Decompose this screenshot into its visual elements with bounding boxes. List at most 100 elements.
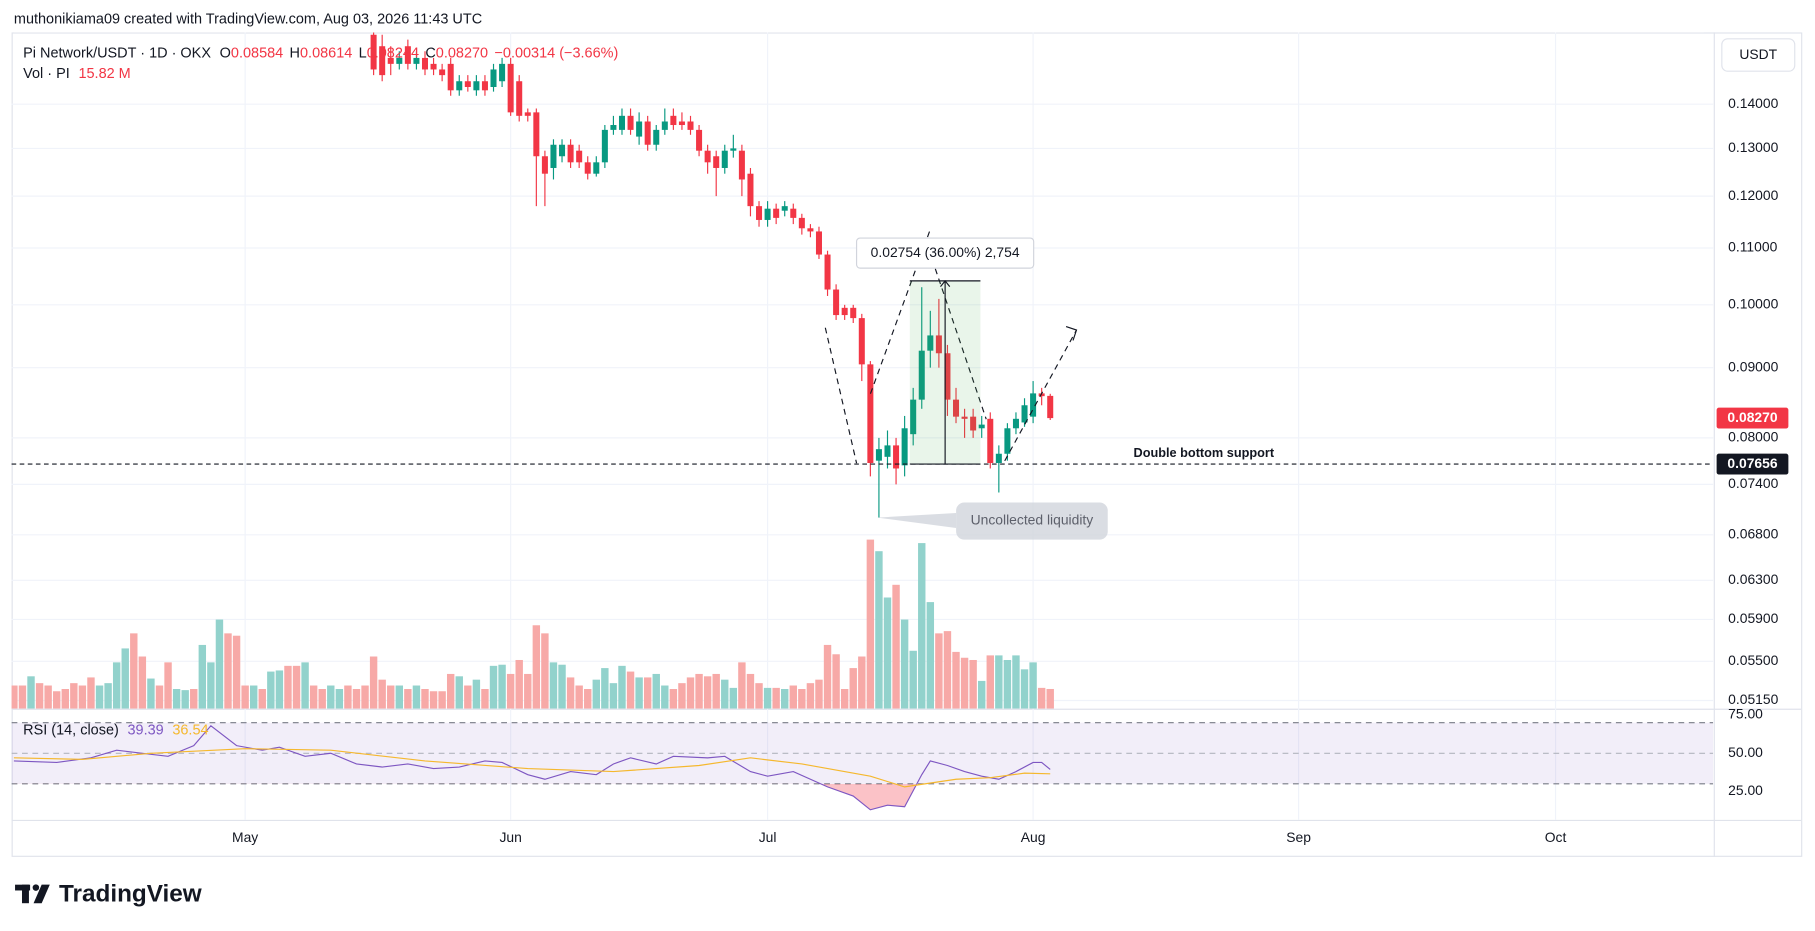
- candle-body: [464, 81, 471, 87]
- candle-body: [413, 57, 420, 64]
- volume-bar: [472, 679, 481, 709]
- x-tick-label: Jun: [499, 829, 521, 845]
- volume-bar: [78, 685, 87, 709]
- candle-body: [696, 129, 703, 151]
- volume-bar: [207, 662, 215, 709]
- candle-body: [456, 81, 463, 91]
- candle-body: [678, 121, 685, 126]
- volume-bar: [241, 685, 249, 709]
- x-tick-label: Oct: [1545, 829, 1567, 845]
- candle-body: [610, 125, 617, 130]
- rsi-ma-value: 36.54: [172, 722, 208, 738]
- y-tick-label: 0.11000: [1728, 239, 1777, 255]
- volume-bar: [849, 668, 857, 709]
- rsi-tick-label: 50.00: [1728, 744, 1763, 760]
- volume-bar: [789, 685, 797, 709]
- volume-bar: [918, 543, 926, 709]
- volume-bar: [643, 677, 652, 709]
- volume-bar: [866, 539, 875, 709]
- rsi-tick-label: 25.00: [1728, 782, 1763, 798]
- volume-bar: [712, 673, 720, 709]
- candle-body: [807, 228, 814, 232]
- pattern-line: [934, 268, 987, 420]
- volume-bar: [524, 673, 532, 709]
- volume-bar: [138, 656, 147, 709]
- candle-body: [1047, 395, 1054, 419]
- volume-bar: [215, 619, 224, 709]
- last-price-label: 0.08270: [1727, 409, 1777, 425]
- y-tick-label: 0.14000: [1728, 95, 1778, 111]
- candle-body: [636, 121, 643, 137]
- rsi-header: RSI (14, close) 39.39 36.54: [23, 722, 208, 738]
- support-tag-label: 0.07656: [1727, 455, 1777, 471]
- rsi-tick-label: 75.00: [1728, 706, 1763, 722]
- candle-body: [995, 453, 1002, 464]
- candle-body: [644, 121, 651, 145]
- volume-bar: [806, 683, 815, 709]
- rsi-title: RSI (14, close): [23, 722, 119, 738]
- y-tick-label: 0.07400: [1728, 475, 1778, 491]
- currency-button[interactable]: [1721, 38, 1796, 72]
- callout-pointer: [877, 512, 957, 529]
- x-tick-label: May: [232, 829, 258, 845]
- volume-bar: [729, 687, 738, 709]
- volume-bar: [172, 689, 181, 709]
- rsi-line: [13, 724, 1051, 811]
- candle-body: [747, 173, 754, 207]
- volume-bar: [44, 685, 52, 709]
- candle-body: [901, 428, 908, 466]
- currency[interactable]: USDT: [1739, 46, 1777, 62]
- candle-body: [661, 121, 668, 130]
- volume-bar: [858, 656, 866, 709]
- candle-body: [499, 63, 506, 82]
- candle-body: [850, 307, 857, 319]
- volume-bar: [900, 619, 909, 709]
- candle-body: [567, 144, 574, 163]
- candle-body: [1021, 405, 1028, 423]
- volume-bar: [190, 689, 198, 709]
- volume-bar: [224, 633, 232, 709]
- ohlc-key: L: [359, 45, 367, 61]
- candle-body: [447, 63, 454, 91]
- candle-body: [430, 63, 437, 70]
- volume-bar: [515, 659, 523, 709]
- volume-bar: [35, 683, 44, 709]
- logo-part: [32, 884, 40, 891]
- candle-body: [953, 399, 960, 417]
- last-price-tag: [1716, 407, 1789, 429]
- callout-text: Uncollected liquidity: [971, 512, 1094, 528]
- rsi-value: 39.39: [127, 722, 163, 738]
- volume-bar: [960, 657, 969, 709]
- volume-bar: [601, 668, 609, 709]
- volume-bar: [292, 665, 301, 709]
- support-label: Double bottom support: [1134, 445, 1275, 460]
- volume-bar: [840, 689, 849, 709]
- candle-body: [815, 231, 822, 255]
- candle-body: [1038, 393, 1045, 397]
- volume-bar: [464, 685, 472, 709]
- volume-bar: [104, 683, 112, 709]
- candle-body: [944, 353, 951, 400]
- measure-arrowhead: [940, 279, 951, 288]
- volume-bar: [87, 677, 95, 709]
- y-tick-label: 0.05900: [1728, 610, 1778, 626]
- volume-bar: [618, 665, 626, 709]
- volume-bar: [11, 685, 18, 709]
- volume-bar: [61, 689, 69, 709]
- volume-bar: [112, 662, 121, 709]
- candle-body: [893, 445, 900, 469]
- candle-body: [618, 115, 625, 130]
- volume-bar: [1020, 669, 1029, 709]
- candle-body: [379, 46, 386, 76]
- candle-body: [1030, 393, 1037, 417]
- volume-bar: [1046, 688, 1054, 709]
- volume-bar: [609, 683, 618, 709]
- volume-bar: [258, 689, 266, 709]
- candle-body: [910, 399, 917, 435]
- volume-header: Vol · PI 15.82 M: [23, 66, 131, 82]
- candle-body: [987, 418, 994, 464]
- candle-body: [721, 150, 728, 168]
- candle-body: [833, 289, 840, 316]
- x-tick-label: Sep: [1286, 829, 1311, 845]
- volume-bar: [121, 648, 129, 709]
